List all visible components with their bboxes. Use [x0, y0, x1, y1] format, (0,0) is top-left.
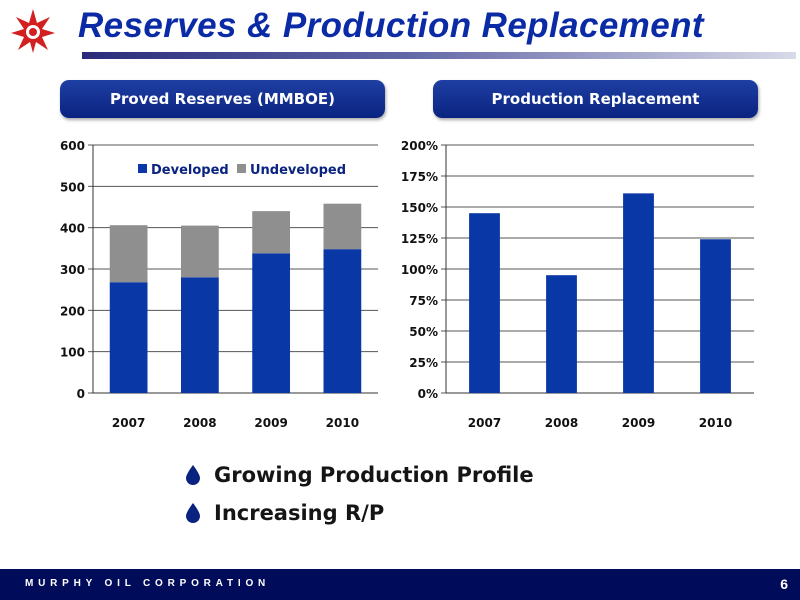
y-tick-label: 300 — [60, 263, 85, 277]
bullet-item: Growing Production Profile — [186, 456, 534, 494]
bar-segment-primary — [700, 239, 731, 393]
bar-segment-primary — [323, 249, 362, 393]
legend-label: Developed — [151, 163, 229, 178]
x-tick-label: 2008 — [183, 416, 216, 430]
title-underline — [82, 52, 796, 59]
x-tick-label: 2009 — [254, 416, 287, 430]
y-tick-label: 600 — [60, 139, 85, 153]
bullet-list: Growing Production Profile Increasing R/… — [186, 456, 534, 532]
oil-drop-icon — [186, 503, 200, 523]
chart-header-replacement: Production Replacement — [433, 80, 758, 118]
bar-segment-secondary — [323, 203, 362, 250]
footer-bar: MURPHY OIL CORPORATION 6 — [0, 569, 800, 600]
bar-segment-secondary — [109, 225, 148, 283]
y-tick-label: 200% — [401, 139, 438, 153]
y-tick-label: 0% — [418, 387, 438, 401]
y-tick-label: 500 — [60, 180, 85, 194]
oil-drop-icon — [186, 465, 200, 485]
legend-label: Undeveloped — [250, 163, 346, 178]
x-tick-label: 2010 — [326, 416, 359, 430]
bar-segment-primary — [252, 253, 291, 393]
bar-segment-secondary — [252, 211, 291, 254]
bar-segment-primary — [469, 213, 500, 393]
slide-title: Reserves & Production Replacement — [78, 6, 704, 45]
y-tick-label: 125% — [401, 232, 438, 246]
y-tick-label: 200 — [60, 304, 85, 318]
y-tick-label: 75% — [409, 294, 438, 308]
y-tick-label: 25% — [409, 356, 438, 370]
x-tick-label: 2007 — [112, 416, 145, 430]
x-tick-label: 2007 — [468, 416, 501, 430]
page-number: 6 — [780, 576, 788, 592]
bar-segment-primary — [180, 277, 219, 393]
y-tick-label: 0 — [77, 387, 85, 401]
bullet-text: Growing Production Profile — [214, 463, 534, 487]
company-logo-icon — [11, 9, 55, 53]
bar-segment-primary — [109, 282, 148, 393]
y-tick-label: 50% — [409, 325, 438, 339]
chart-header-reserves: Proved Reserves (MMBOE) — [60, 80, 385, 118]
footer-company-name: MURPHY OIL CORPORATION — [25, 578, 271, 589]
x-tick-label: 2009 — [622, 416, 655, 430]
bar-segment-secondary — [180, 225, 219, 278]
y-tick-label: 150% — [401, 201, 438, 215]
legend-swatch — [237, 164, 246, 173]
bar-segment-primary — [546, 275, 577, 393]
y-tick-label: 400 — [60, 222, 85, 236]
bullet-item: Increasing R/P — [186, 494, 534, 532]
legend-swatch — [138, 164, 147, 173]
y-tick-label: 175% — [401, 170, 438, 184]
bullet-text: Increasing R/P — [214, 501, 385, 525]
y-tick-label: 100 — [60, 346, 85, 360]
x-tick-label: 2008 — [545, 416, 578, 430]
bar-segment-primary — [623, 193, 654, 393]
x-tick-label: 2010 — [699, 416, 732, 430]
y-tick-label: 100% — [401, 263, 438, 277]
